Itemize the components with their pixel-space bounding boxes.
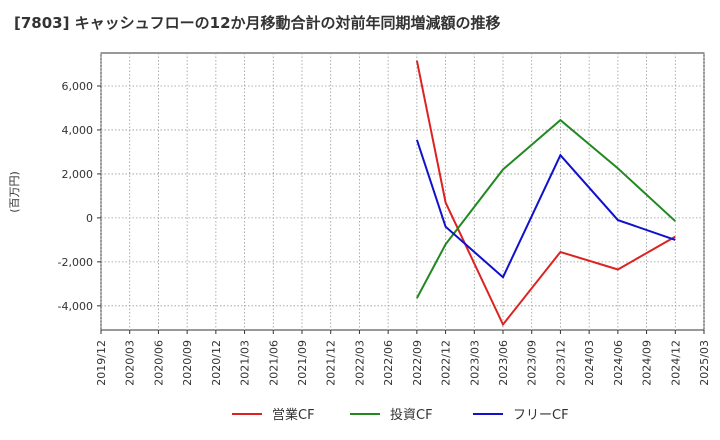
series-line-投資CF [416,118,676,299]
x-tick-label: 2020/03 [124,340,137,386]
x-axis-ticks: 2019/12 2020/03 2020/06 2020/09 2020/12 2021/… [95,330,711,386]
series-line-営業CF [415,60,676,327]
chart-title: [7803] キャッシュフローの12か月移動合計の対前年同期増減額の推移 [14,14,501,32]
y-tick-label: -4,000 [58,300,93,313]
y-tick-label: 6,000 [62,80,94,93]
legend-label: フリーCF [513,408,569,423]
x-tick-label: 2022/06 [382,340,395,386]
x-tick-label: 2022/03 [353,340,366,386]
y-tick-label: 0 [86,212,93,225]
x-tick-label: 2023/06 [497,340,510,386]
legend: 営業CF 投資CF フリーCF [232,407,569,423]
x-tick-label: 2020/06 [152,340,165,386]
x-tick-label: 2022/12 [440,340,453,386]
legend-label: 投資CF [390,407,433,423]
x-tick-label: 2024/06 [612,340,625,386]
grid-layer [100,53,705,330]
x-tick-label: 2020/09 [181,340,194,386]
series-layer [415,60,676,327]
x-tick-label: 2025/03 [698,340,711,386]
plot-area [100,52,705,331]
x-tick-label: 2021/06 [267,340,280,386]
y-tick-label: 2,000 [62,168,94,181]
x-tick-label: 2021/03 [239,340,252,386]
y-axis-label: (百万円) [8,171,21,213]
y-axis-ticks: -4,000 -2,000 0 2,000 4,000 6,000 [58,80,101,313]
series-line-フリーCF [415,139,676,279]
x-tick-label: 2021/12 [325,340,338,386]
x-tick-label: 2019/12 [95,340,108,386]
x-tick-label: 2024/09 [641,340,654,386]
y-tick-label: -2,000 [58,256,93,269]
x-tick-label: 2024/03 [583,340,596,386]
x-tick-label: 2023/09 [526,340,539,386]
y-tick-label: 4,000 [62,124,94,137]
x-tick-label: 2022/09 [411,340,424,386]
x-tick-label: 2020/12 [210,340,223,386]
x-tick-label: 2023/12 [554,340,567,386]
x-tick-label: 2024/12 [669,340,682,386]
legend-label: 営業CF [272,407,315,423]
x-tick-label: 2023/03 [468,340,481,386]
x-tick-label: 2021/09 [296,340,309,386]
